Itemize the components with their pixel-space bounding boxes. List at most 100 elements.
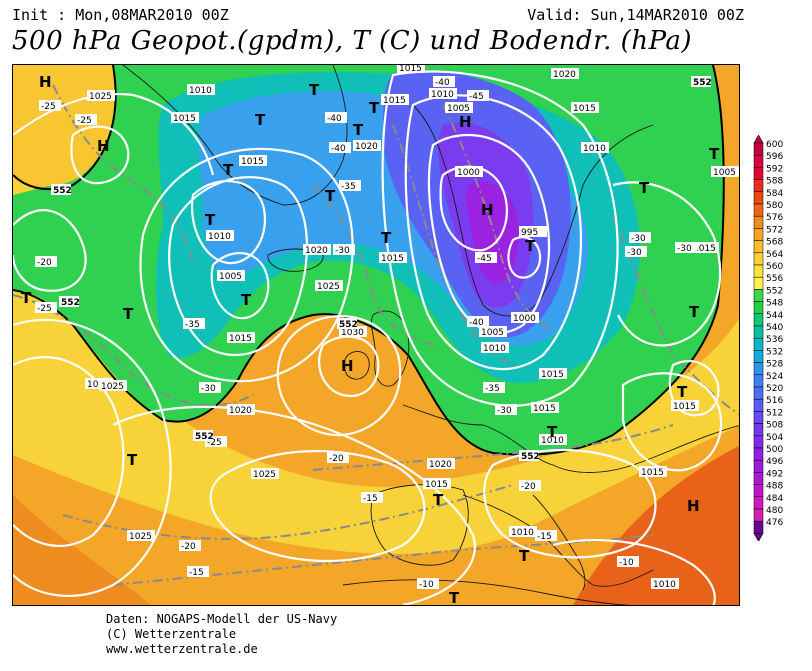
colorbar-tick-label: 516 [766, 396, 783, 406]
isotherm-label: -30 [333, 244, 355, 256]
isobar-label-text: 1010 [189, 86, 212, 96]
colorbar-swatch [753, 325, 764, 339]
colorbar-tick-label: 576 [766, 213, 783, 223]
isotherm-label-text: -10 [419, 580, 434, 590]
isotherm-label: -25 [75, 114, 97, 126]
isotherm-label-text: -25 [37, 304, 52, 314]
pressure-system-symbol: T [123, 305, 134, 323]
isobar-label-text: 1010 [431, 90, 454, 100]
colorbar-tick-label: 508 [766, 421, 783, 431]
colorbar-tick-label: 596 [766, 152, 783, 162]
isobar-label-text: 1010 [208, 232, 231, 242]
isobar-label-text: 1025 [87, 380, 110, 390]
footer-url[interactable]: www.wetterzentrale.de [106, 642, 258, 656]
isobar-label-text: 1025 [89, 92, 112, 102]
isotherm-label-text: -30 [631, 234, 646, 244]
colorbar-tick-label: 592 [766, 164, 783, 174]
pressure-system-symbol: T [205, 211, 216, 229]
isobar-labels: 1025 1015 1010 1015 1015 1020 1010 1005 … [85, 65, 739, 590]
footer-copyright: (C) Wetterzentrale [106, 627, 237, 641]
isobar-3 [190, 180, 266, 265]
isotherm-label: -25 [39, 100, 61, 112]
pressure-system-symbol: T [709, 145, 720, 163]
isobar-label-text: 1000 [457, 168, 480, 178]
isobar-label: 1010 [187, 84, 215, 96]
contour-552-west [13, 289, 409, 423]
isotherm-label-text: -40 [331, 144, 346, 154]
coast-iceland [267, 248, 324, 272]
pressure-system-symbol: T [223, 161, 234, 179]
contour-label-text: 552 [693, 78, 712, 88]
pressure-system-symbol: T [241, 291, 252, 309]
isobar-label: 1010 [509, 526, 537, 538]
isobar-label-text: 1015 [573, 104, 596, 114]
colorbar-svg: 600 596 592 588 584 580 576 572 568 564 560 556 552 5… [753, 134, 783, 543]
isobar-2 [70, 125, 130, 185]
isobar-label: 1020 [227, 404, 255, 416]
isobar-label-text: 1010 [653, 580, 676, 590]
isotherm-label-text: -30 [497, 406, 512, 416]
contour-label: 552 [59, 296, 80, 308]
pressure-system-symbol: T [639, 179, 650, 197]
colorbar-swatch [753, 276, 764, 290]
isobar-label-text: 1015 [381, 254, 404, 264]
isobar-12 [318, 335, 380, 398]
isobar-label: 1015 [639, 466, 667, 478]
colorbar-tick-label: 544 [766, 311, 783, 321]
contour-552-nw [13, 65, 117, 191]
isotherm-label-text: -30 [335, 246, 350, 256]
isobar-label: 1010 [581, 142, 609, 154]
isotherm-label: -35 [183, 318, 205, 330]
pressure-system-symbol: T [519, 547, 530, 565]
coast-africa [342, 579, 630, 605]
isobar-label-text: 1025 [317, 282, 340, 292]
isotherm-label-text: -35 [341, 182, 356, 192]
isobar-10 [404, 94, 583, 371]
isotherm-label-text: -20 [181, 542, 196, 552]
isotherm-label: -20 [519, 480, 541, 492]
pressure-system-symbol: T [353, 121, 364, 139]
pressure-system-symbol: T [677, 383, 688, 401]
isobar-label: 1025 [99, 380, 127, 392]
isobar-label: 1015 [423, 478, 451, 490]
isobar-label-text: 1005 [481, 328, 504, 338]
isotherm-label: -15 [361, 492, 383, 504]
isobar-label: 1000 [455, 166, 483, 178]
isotherm-label: -40 [433, 76, 455, 88]
colorbar-tick-label: 568 [766, 238, 783, 248]
isobar-label: 1005 [217, 270, 245, 282]
isobar-13 [276, 315, 402, 437]
isobar-label-text: 1010 [541, 436, 564, 446]
coast-continent [402, 404, 739, 473]
fill-yellow [13, 165, 739, 554]
isobar-label: 1015 [691, 242, 719, 254]
isobar-label-text: 1010 [511, 528, 534, 538]
isobar-6 [139, 147, 354, 383]
isobar-5 [168, 176, 309, 357]
pressure-system-symbol: T [309, 81, 320, 99]
isobar-label-text: 995 [521, 228, 538, 238]
colorbar-tick-label: 520 [766, 384, 783, 394]
isobar-label-text: 1005 [219, 272, 242, 282]
pressure-system-symbol: T [547, 423, 558, 441]
isobar-label: 1020 [427, 458, 455, 470]
colorbar-swatch [753, 167, 764, 180]
colorbar-tick-label: 528 [766, 360, 783, 370]
pressure-system-symbol: T [127, 451, 138, 469]
isobar-label-text: 1015 [533, 404, 556, 414]
isobar-16 [612, 181, 722, 347]
isobar-21 [112, 405, 476, 605]
isotherm-label-text: -30 [677, 244, 692, 254]
isobar-label-text: 1015 [399, 65, 422, 74]
isotherm-label: -30 [199, 382, 221, 394]
colorbar-tick-label: 496 [766, 457, 783, 467]
isotherm-label: -15 [535, 530, 557, 542]
contour-label-text: 552 [53, 186, 72, 196]
isobar-label: 1015 [379, 252, 407, 264]
isobar-label-text: 1025 [129, 532, 152, 542]
colorbar-swatch [753, 240, 764, 254]
colorbar-swatch [753, 350, 764, 363]
isotherm-label-text: -20 [329, 454, 344, 464]
colorbar-legend: 600 596 592 588 584 580 576 572 568 564 560 556 552 5… [752, 134, 808, 545]
contour-label: 552 [193, 430, 214, 442]
